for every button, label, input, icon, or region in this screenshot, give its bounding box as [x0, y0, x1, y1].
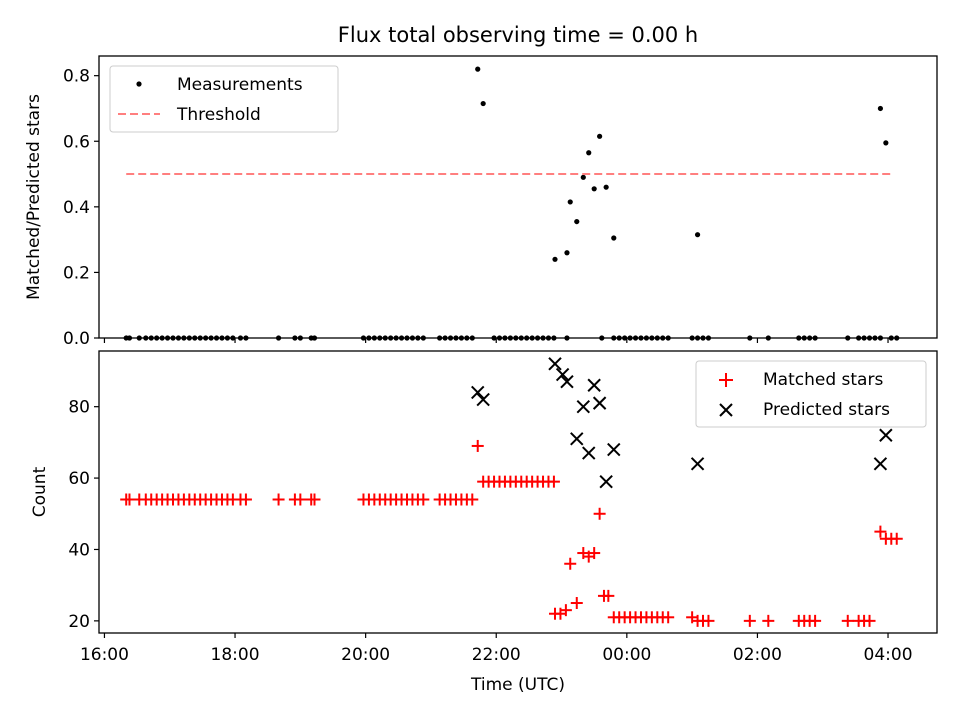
bottom-axes-frame	[98, 350, 938, 634]
x-axis-label: Time (UTC)	[470, 675, 565, 695]
measurement-point	[480, 100, 486, 107]
bottom-y-ticks: 20 40 60 80	[68, 398, 99, 632]
x-tick-label: 02:00	[733, 645, 782, 665]
predicted-stars-point	[587, 378, 601, 392]
matched-stars-point	[874, 525, 887, 538]
x-tick-label: 20:00	[341, 645, 390, 665]
y-tick-label: 40	[68, 540, 90, 560]
top-x-ticks	[103, 338, 889, 343]
matched-stars-point	[564, 557, 577, 570]
y-tick-label: 0.6	[63, 132, 90, 152]
matched-stars-point	[743, 614, 756, 627]
top-panel: 0.00.20.40.60.8 Matched/Predicted stars …	[24, 55, 938, 349]
chart-title: Flux total observing time = 0.00 h	[338, 23, 698, 47]
matched-stars-point	[702, 614, 715, 627]
legend-label-measurements: Measurements	[177, 75, 303, 95]
legend-marker-matched	[719, 373, 733, 387]
x-tick-label: 18:00	[211, 645, 260, 665]
x-tick-label: 16:00	[80, 645, 129, 665]
bottom-panel: 20 40 60 80 16:00 18:00 20:00 22:00 00:00 02:00 0…	[30, 350, 938, 695]
matched-stars-point	[547, 475, 560, 488]
y-tick-label: 0.0	[63, 329, 90, 349]
predicted-stars-point	[560, 374, 574, 389]
matched-stars-point	[662, 611, 675, 624]
x-tick-label: 04:00	[864, 645, 913, 665]
y-tick-label: 0.2	[63, 263, 90, 283]
y-tick-label: 0.8	[63, 67, 90, 87]
matched-stars-point	[272, 493, 285, 506]
y-tick-label: 0.4	[63, 198, 90, 218]
measurement-point	[694, 232, 701, 238]
legend-label-matched: Matched stars	[763, 370, 883, 390]
predicted-stars-point	[476, 392, 490, 407]
top-y-ticks: 0.0 0.2 0.4 0.6 0.8	[63, 67, 99, 349]
measurement-point	[883, 140, 889, 146]
measurement-point	[564, 250, 570, 256]
measurement-point	[475, 66, 481, 72]
predicted-stars-point	[879, 428, 893, 442]
predicted-stars-point	[592, 396, 607, 410]
measurement-point	[591, 186, 597, 192]
top-legend-box	[109, 65, 339, 133]
measurement-point	[580, 174, 586, 180]
bottom-data-marks	[120, 357, 903, 627]
measurement-point	[586, 150, 592, 156]
measurement-point	[603, 184, 609, 190]
predicted-stars-point	[548, 357, 562, 371]
matched-stars-point	[588, 547, 601, 560]
predicted-stars-point	[576, 399, 591, 414]
matched-stars-point	[841, 614, 854, 627]
measurement-point	[877, 105, 884, 112]
legend-marker-measurements	[136, 81, 142, 87]
predicted-stars-point	[599, 474, 613, 489]
x-tick-label: 22:00	[472, 645, 521, 665]
matched-stars-point	[890, 532, 903, 545]
x-tick-label: 00:00	[602, 645, 651, 665]
top-legend: Measurements Threshold	[109, 65, 339, 133]
legend-marker-predicted	[719, 403, 733, 417]
y-tick-label: 60	[68, 469, 90, 489]
matched-stars-point	[863, 614, 876, 627]
matched-stars-point	[602, 589, 615, 602]
matched-stars-point	[762, 614, 775, 627]
matched-stars-point	[809, 614, 822, 627]
matched-stars-point	[294, 493, 307, 506]
measurement-point	[552, 256, 558, 262]
predicted-stars-point	[570, 432, 584, 446]
matched-stars-point	[593, 507, 606, 520]
predicted-stars-point	[471, 385, 485, 400]
matched-stars-point	[308, 493, 321, 506]
y-tick-label: 20	[68, 612, 90, 632]
legend-label-threshold: Threshold	[176, 105, 261, 125]
top-y-axis-label: Matched/Predicted stars	[24, 94, 44, 300]
measurement-point	[611, 235, 617, 241]
bottom-x-ticks: 16:00 18:00 20:00 22:00 00:00 02:00 04:00	[80, 633, 913, 665]
y-tick-label: 80	[68, 398, 90, 418]
predicted-stars-point	[607, 442, 621, 457]
top-axes-frame	[98, 55, 938, 339]
bottom-legend: Matched stars Predicted stars	[695, 360, 927, 428]
legend-label-predicted: Predicted stars	[763, 400, 890, 420]
measurement-point	[597, 133, 603, 139]
predicted-stars-point	[873, 457, 888, 471]
matched-stars-point	[570, 597, 583, 610]
predicted-stars-point	[555, 367, 570, 382]
predicted-stars-point	[690, 457, 705, 471]
matched-stars-point	[559, 604, 572, 617]
matched-stars-point	[239, 493, 252, 506]
bottom-legend-box	[695, 360, 927, 428]
matched-stars-point	[417, 493, 430, 506]
bottom-y-axis-label: Count	[30, 466, 50, 517]
measurement-point	[574, 218, 580, 225]
predicted-stars-point	[582, 446, 596, 460]
matched-stars-point	[471, 439, 484, 452]
matched-stars-point	[466, 493, 479, 506]
measurement-point	[567, 199, 573, 205]
